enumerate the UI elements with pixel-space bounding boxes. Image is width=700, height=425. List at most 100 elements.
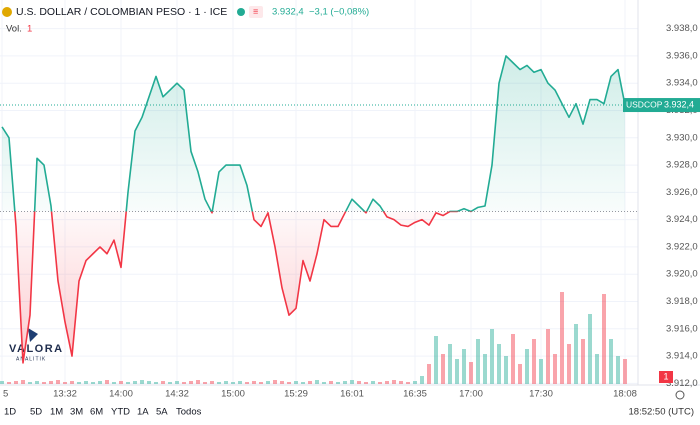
volume-bar [7, 382, 11, 384]
volume-bar [56, 380, 60, 384]
volume-bar [434, 336, 438, 384]
volume-bar [357, 381, 361, 384]
volume-bar [553, 354, 557, 384]
volume-bar [350, 380, 354, 384]
range-button[interactable]: 3M [70, 407, 83, 418]
volume-bar [469, 362, 473, 384]
volume-bar [105, 380, 109, 384]
volume-bar [63, 382, 67, 384]
volume-bar [28, 382, 32, 384]
y-tick-label: 3.926,0 [666, 187, 698, 198]
price-tag-bg [623, 98, 700, 113]
y-tick-label: 3.938,0 [666, 23, 698, 34]
volume-bar [147, 381, 151, 384]
volume-bar [623, 359, 627, 384]
volume-bar [301, 382, 305, 384]
logo-name: VALORA [9, 343, 64, 355]
volume-bar [511, 334, 515, 384]
x-tick-label: 16:35 [403, 389, 427, 400]
symbol-title: U.S. DOLLAR / COLOMBIAN PESO · 1 · ICE [16, 6, 227, 18]
settings-icon[interactable] [675, 390, 685, 400]
volume-bar [287, 382, 291, 384]
volume-badge-bg [659, 371, 673, 383]
volume-bar [588, 314, 592, 384]
volume-bar [126, 382, 130, 384]
range-button[interactable]: Todos [176, 407, 202, 418]
volume-bar [252, 381, 256, 384]
volume-bar [231, 382, 235, 384]
x-tick-label: 15:00 [221, 389, 245, 400]
volume-bar [245, 382, 249, 384]
volume-bar [266, 381, 270, 384]
volume-bar [392, 380, 396, 384]
volume-bar [420, 376, 424, 384]
volume-bar [616, 356, 620, 384]
range-button[interactable]: YTD [111, 407, 130, 418]
y-tick-label: 3.916,0 [666, 323, 698, 334]
volume-bar [336, 382, 340, 384]
y-tick-label: 3.934,0 [666, 78, 698, 89]
volume-bar [539, 359, 543, 384]
volume-label: Vol. [6, 24, 22, 35]
range-button[interactable]: 1D [4, 407, 16, 418]
x-tick-label: 15:29 [284, 389, 308, 400]
volume-bar [546, 329, 550, 384]
x-tick-label: 17:30 [529, 389, 553, 400]
volume-bar [609, 339, 613, 384]
volume-bar [315, 380, 319, 384]
volume-bar [0, 381, 4, 384]
volume-bar [42, 382, 46, 384]
y-tick-label: 3.918,0 [666, 296, 698, 307]
volume-bar [161, 381, 165, 384]
volume-bar [168, 382, 172, 384]
volume-bar [21, 380, 25, 384]
volume-bar [273, 380, 277, 384]
volume-bar [35, 381, 39, 384]
volume-bar [455, 359, 459, 384]
volume-bar [280, 381, 284, 384]
logo-sub: ANALITIK [16, 356, 46, 362]
volume-bar [182, 382, 186, 384]
volume-bar [602, 294, 606, 384]
volume-bar [294, 381, 298, 384]
volume-bar [322, 382, 326, 384]
menu-icon-text: ≡ [253, 6, 258, 16]
volume-bar [98, 381, 102, 384]
volume-bar [413, 381, 417, 384]
range-button[interactable]: 1A [137, 407, 149, 418]
range-button[interactable]: 5A [156, 407, 168, 418]
volume-bar [189, 381, 193, 384]
volume-bar [574, 324, 578, 384]
y-tick-label: 3.922,0 [666, 241, 698, 252]
price-change: −3,1 (−0,08%) [309, 7, 369, 18]
y-tick-label: 3.928,0 [666, 160, 698, 171]
volume-bar [525, 349, 529, 384]
y-tick-label: 3.920,0 [666, 269, 698, 280]
volume-bar [119, 381, 123, 384]
range-button[interactable]: 1M [50, 407, 63, 418]
volume-bar [329, 381, 333, 384]
volume-bar [595, 354, 599, 384]
menu-icon[interactable] [249, 6, 263, 18]
price-line [1, 55, 626, 364]
volume-bar [210, 381, 214, 384]
volume-bar [154, 382, 158, 384]
volume-bar [490, 329, 494, 384]
volume-bar [91, 382, 95, 384]
range-button[interactable]: 5D [30, 407, 42, 418]
volume-bar [567, 344, 571, 384]
x-tick-label: 5 [3, 389, 8, 400]
status-dot [237, 8, 245, 16]
volume-bar [308, 381, 312, 384]
last-price: 3.932,4 [272, 7, 304, 18]
y-tick-label: 3.930,0 [666, 132, 698, 143]
volume-bar [14, 381, 18, 384]
volume-bar [175, 381, 179, 384]
volume-value: 1 [27, 24, 32, 35]
range-button[interactable]: 6M [90, 407, 103, 418]
x-tick-label: 13:32 [53, 389, 77, 400]
volume-bar [343, 381, 347, 384]
volume-bar [364, 382, 368, 384]
y-tick-label: 3.924,0 [666, 214, 698, 225]
